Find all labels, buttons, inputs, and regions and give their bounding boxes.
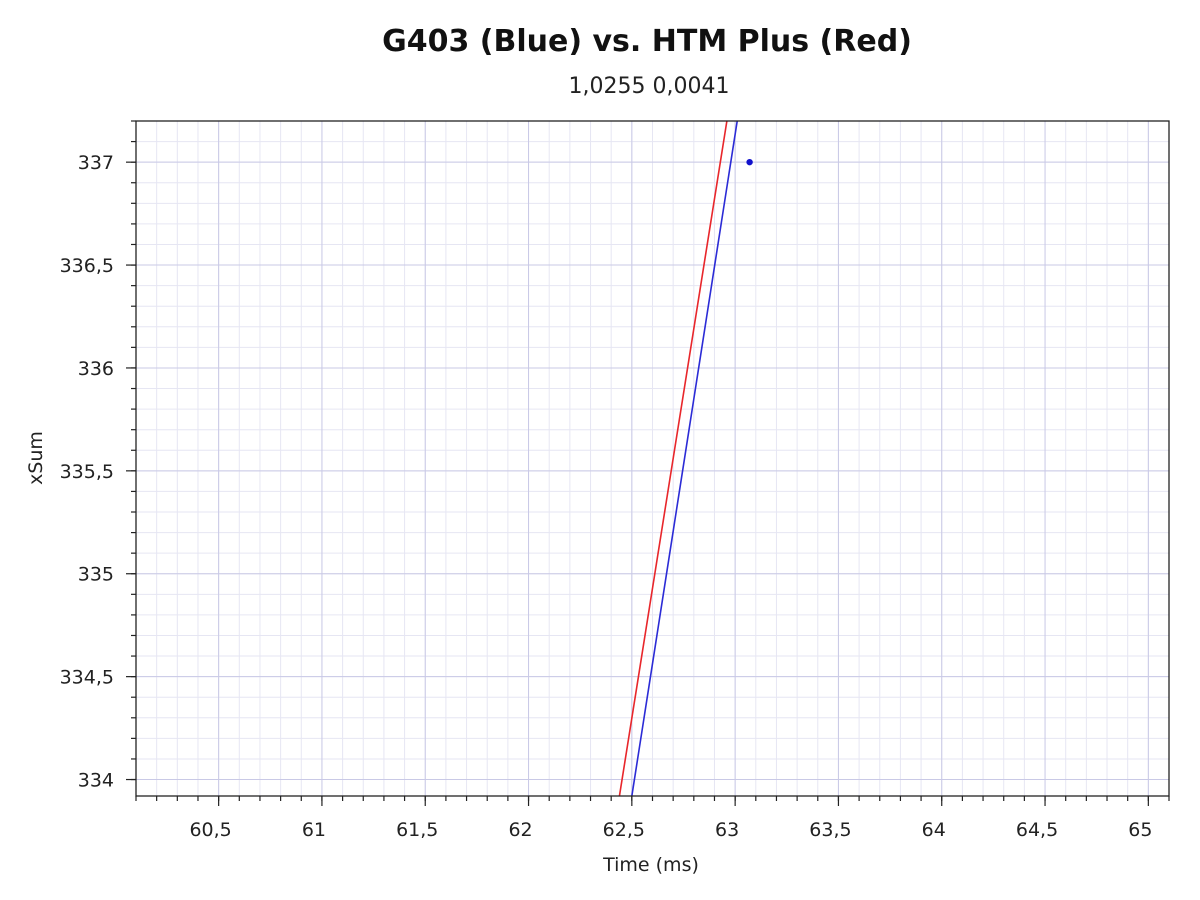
x-tick-label: 62,5 bbox=[603, 819, 645, 841]
x-tick-label: 61,5 bbox=[396, 819, 438, 841]
y-tick-label: 334,5 bbox=[60, 667, 114, 689]
chart-title: G403 (Blue) vs. HTM Plus (Red) bbox=[382, 24, 912, 59]
x-tick-label: 62 bbox=[508, 819, 532, 841]
y-tick-label: 336,5 bbox=[60, 255, 114, 277]
x-tick-label: 63 bbox=[715, 819, 739, 841]
y-tick-label: 334 bbox=[78, 770, 114, 792]
series-layer bbox=[618, 121, 753, 796]
series-line-1 bbox=[618, 121, 728, 796]
major-gridlines bbox=[136, 121, 1169, 796]
x-tick-label: 64,5 bbox=[1016, 819, 1058, 841]
series-line-2 bbox=[631, 121, 739, 796]
y-tick-label: 335 bbox=[78, 564, 114, 586]
y-tick-label: 337 bbox=[78, 152, 114, 174]
y-axis: 334 334,5 335 335,5 336 336,5 337 bbox=[60, 120, 136, 792]
x-tick-label: 61 bbox=[302, 819, 326, 841]
x-axis: 60,5 61 61,5 62 62,5 63 63,5 64 64,5 65 bbox=[135, 796, 1170, 841]
x-tick-label: 64 bbox=[922, 819, 946, 841]
chart-subtitle: 1,0255 0,0041 bbox=[569, 74, 730, 99]
plot-area bbox=[618, 121, 753, 796]
y-tick-label: 335,5 bbox=[60, 461, 114, 483]
x-tick-label: 65 bbox=[1128, 819, 1152, 841]
x-axis-label: Time (ms) bbox=[602, 854, 699, 876]
x-tick-label: 60,5 bbox=[189, 819, 231, 841]
x-tick-label: 63,5 bbox=[809, 819, 851, 841]
y-tick-label: 336 bbox=[78, 358, 114, 380]
y-axis-label: xSum bbox=[25, 431, 47, 485]
minor-gridlines bbox=[135, 120, 1170, 796]
data-point-1 bbox=[746, 158, 753, 166]
